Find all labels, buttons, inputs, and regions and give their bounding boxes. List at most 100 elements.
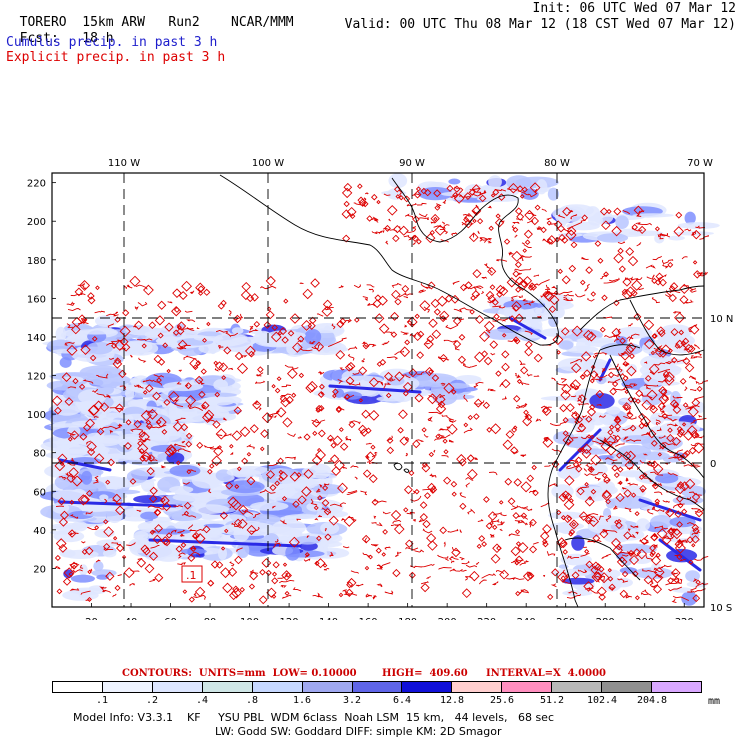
- contour-units: CONTOURS: UNITS=mm LOW= 0.10000: [122, 668, 357, 679]
- explicit-contour: [418, 519, 424, 523]
- explicit-contour: [646, 385, 651, 390]
- explicit-contour: [123, 567, 135, 579]
- explicit-contour: [467, 414, 473, 421]
- explicit-contour: [646, 389, 658, 401]
- explicit-contour: [463, 427, 473, 434]
- explicit-contour: [557, 214, 566, 219]
- explicit-contour: [662, 442, 676, 446]
- x-tick-label: 100: [240, 617, 259, 620]
- explicit-contour: [554, 290, 573, 295]
- cumulus-cell: [677, 222, 720, 229]
- explicit-contour: [246, 451, 252, 457]
- color-scale-swatch: [351, 682, 402, 692]
- explicit-contour: [371, 498, 379, 506]
- explicit-contour: [100, 425, 118, 430]
- explicit-contour: [628, 527, 631, 532]
- explicit-contour: [652, 532, 657, 538]
- explicit-contour: [87, 526, 97, 531]
- explicit-contour: [512, 226, 519, 233]
- explicit-contour: [656, 326, 666, 336]
- explicit-contour: [588, 515, 600, 527]
- cumulus-cell: [309, 463, 332, 479]
- explicit-contour: [688, 446, 697, 455]
- explicit-contour: [458, 333, 466, 341]
- cumulus-cell: [217, 546, 228, 561]
- explicit-contour: [611, 530, 618, 533]
- explicit-contour: [421, 563, 435, 568]
- explicit-contour: [684, 343, 694, 354]
- cumulus-cell: [105, 476, 119, 492]
- explicit-contour: [440, 239, 449, 243]
- explicit-contour: [289, 471, 300, 482]
- explicit-contour: [463, 219, 473, 229]
- explicit-contour: [103, 519, 109, 525]
- explicit-contour: [314, 560, 320, 566]
- explicit-contour: [657, 452, 662, 457]
- explicit-contour: [178, 291, 188, 300]
- longitude-label: 100 W: [252, 158, 284, 169]
- explicit-contour: [693, 355, 703, 359]
- explicit-contour: [655, 501, 660, 506]
- explicit-contour: [654, 278, 662, 286]
- explicit-contour: [345, 435, 352, 441]
- explicit-contour: [497, 520, 505, 526]
- explicit-contour: [617, 247, 624, 255]
- explicit-contour: [489, 533, 495, 538]
- explicit-contour: [138, 430, 146, 438]
- explicit-contour: [618, 366, 623, 373]
- explicit-contour: [175, 545, 183, 553]
- explicit-contour: [483, 496, 490, 503]
- explicit-contour: [446, 423, 458, 435]
- explicit-contour: [603, 279, 619, 284]
- explicit-contour: [346, 581, 354, 589]
- cumulus-cell: [639, 362, 682, 378]
- explicit-contour: [230, 587, 242, 599]
- explicit-contour: [691, 231, 697, 236]
- explicit-contour: [357, 183, 363, 190]
- explicit-contour: [623, 404, 629, 410]
- explicit-contour: [681, 422, 687, 427]
- explicit-contour: [598, 565, 605, 573]
- explicit-contour: [104, 498, 108, 504]
- explicit-contour: [469, 570, 480, 582]
- explicit-contour: [274, 480, 281, 487]
- explicit-contour: [453, 308, 463, 313]
- explicit-contour: [497, 193, 506, 201]
- explicit-contour: [506, 577, 525, 580]
- explicit-contour: [399, 226, 401, 228]
- explicit-contour: [596, 586, 607, 597]
- color-scale-label: .8: [245, 695, 259, 706]
- explicit-contour: [617, 482, 622, 484]
- cumulus-cell: [681, 591, 698, 606]
- explicit-contour: [171, 306, 182, 317]
- explicit-contour: [136, 509, 142, 513]
- explicit-contour: [202, 525, 211, 534]
- explicit-contour: [81, 541, 86, 544]
- explicit-contour: [586, 540, 602, 543]
- explicit-contour: [543, 290, 553, 301]
- cumulus-cell: [86, 373, 131, 387]
- y-tick-label: 80: [33, 449, 46, 460]
- explicit-contour: [514, 261, 522, 269]
- explicit-contour: [570, 411, 580, 420]
- cumulus-cell: [162, 381, 204, 392]
- explicit-contour: [666, 433, 675, 443]
- explicit-contour: [305, 382, 316, 394]
- explicit-contour: [539, 531, 550, 541]
- explicit-contour: [627, 396, 635, 403]
- explicit-contour: [601, 294, 608, 302]
- explicit-contour: [691, 523, 700, 532]
- explicit-contour: [130, 428, 144, 432]
- explicit-contour: [177, 448, 191, 453]
- explicit-contour: [347, 592, 358, 596]
- explicit-contour: [501, 378, 511, 389]
- explicit-contour: [135, 284, 148, 290]
- explicit-contour: [690, 355, 696, 359]
- explicit-contour: [176, 381, 182, 385]
- explicit-contour: [696, 385, 703, 392]
- explicit-contour: [55, 505, 64, 508]
- explicit-contour: [233, 406, 242, 415]
- explicit-contour: [193, 594, 207, 600]
- explicit-contour: [230, 499, 242, 511]
- explicit-contour: [567, 219, 586, 230]
